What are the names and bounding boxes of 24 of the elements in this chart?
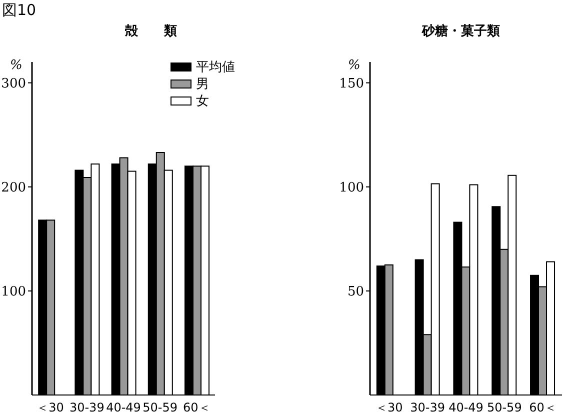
legend-label: 平均値 [196,58,235,76]
x-tick-label: 30-39 [410,400,446,415]
y-axis-title: % [10,58,22,73]
y-tick-label: 100 [1,284,26,300]
y-axis-title: % [348,58,360,73]
chart-title: 殻 類 [124,23,178,40]
y-tick-label: 200 [1,180,26,196]
legend-label: 男 [196,76,209,92]
y-tick-label: 150 [339,76,364,92]
x-tick-label: 60＜ [183,400,210,415]
x-tick-label: 50-59 [486,400,522,415]
x-tick-label: 60＜ [529,400,556,415]
x-tick-label: 50-59 [142,400,178,415]
caption: 図10 [2,1,36,20]
x-tick-label: ＜30 [36,400,64,415]
legend-label: 女 [196,92,209,110]
x-tick-label: ＜30 [376,400,403,415]
x-tick-label: 40-49 [448,400,484,415]
y-tick-label: 300 [1,76,26,92]
chart-title: 砂糖・菓子類 [420,22,501,40]
y-tick-label: 100 [339,180,364,196]
x-tick-label: 40-49 [106,400,141,415]
x-tick-label: 30-39 [69,400,104,415]
y-tick-label: 50 [347,284,364,300]
